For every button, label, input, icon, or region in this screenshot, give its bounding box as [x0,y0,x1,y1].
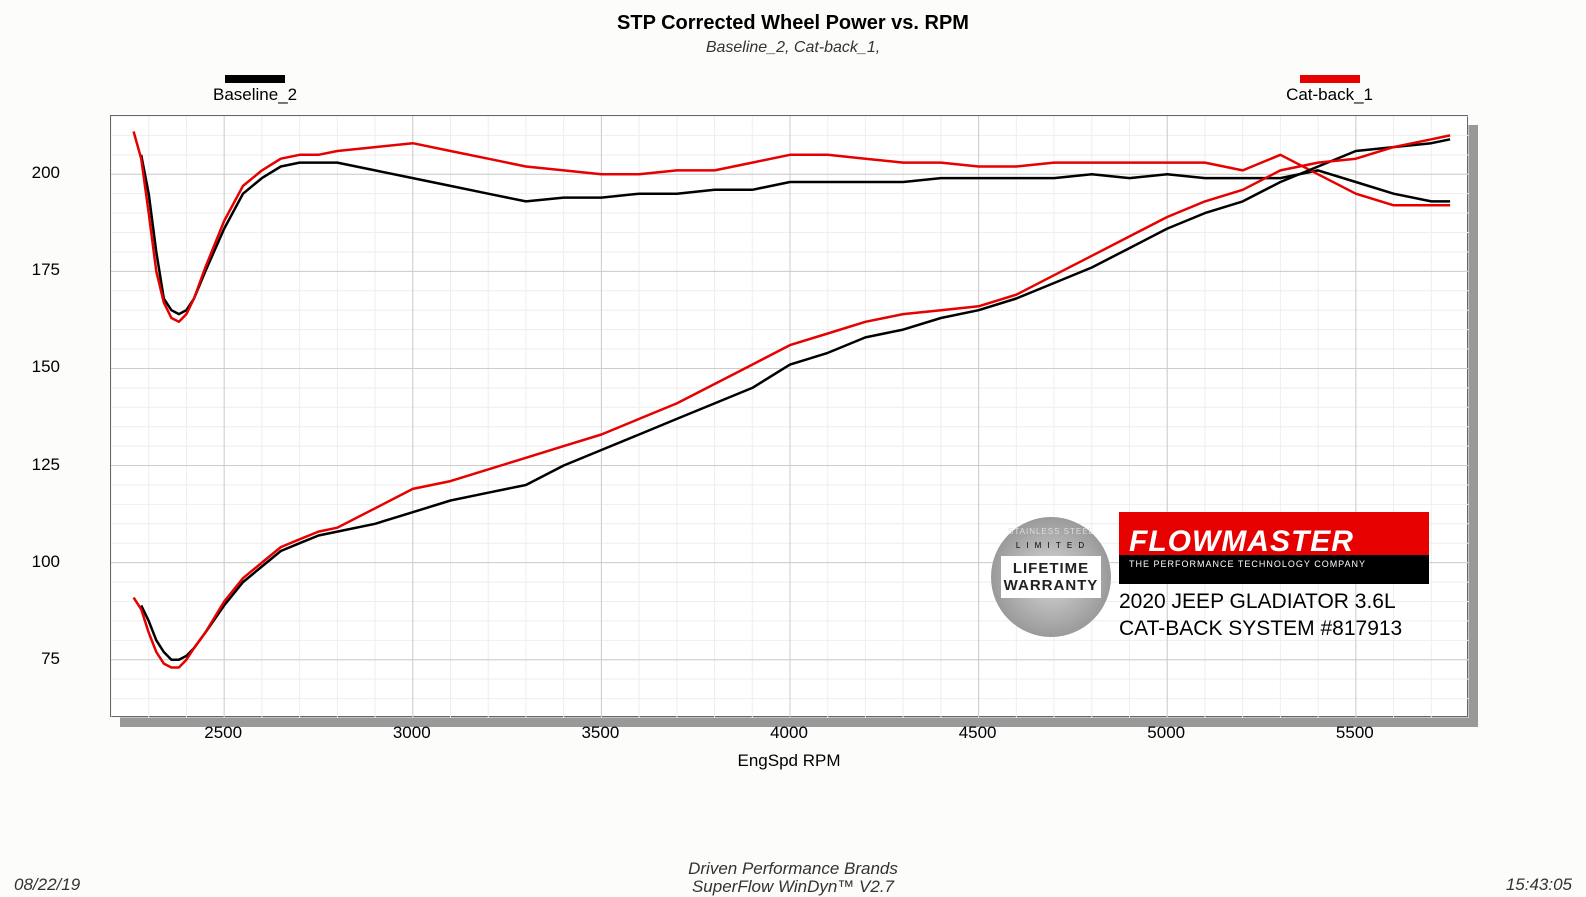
warranty-top-text: STAINLESS STEEL [991,527,1111,536]
legend-swatch-baseline [225,75,285,83]
footer-time: 15:43:05 [1506,875,1572,895]
flowmaster-tagline: THE PERFORMANCE TECHNOLOGY COMPANY [1129,559,1429,569]
y-tick-label: 75 [41,649,60,669]
y-tick-label: 175 [32,260,60,280]
vehicle-info: 2020 JEEP GLADIATOR 3.6L CAT-BACK SYSTEM… [1119,588,1429,643]
vehicle-line1: 2020 JEEP GLADIATOR 3.6L [1119,588,1429,615]
vehicle-line2: CAT-BACK SYSTEM #817913 [1119,615,1429,642]
legend: Baseline_2 Cat-back_1 [213,57,1373,111]
chart-subtitle: Baseline_2, Cat-back_1, [0,39,1586,57]
warranty-line1: LIFETIME [1013,560,1089,577]
legend-item-baseline: Baseline_2 [213,75,297,105]
x-tick-label: 2500 [204,723,242,743]
warranty-badge: STAINLESS STEEL L I M I T E D LIFETIME W… [991,517,1111,637]
footer-brand: Driven Performance Brands [0,859,1586,879]
legend-label-baseline: Baseline_2 [213,85,297,105]
x-tick-label: 3500 [581,723,619,743]
footer-software: SuperFlow WinDyn™ V2.7 [0,877,1586,897]
y-tick-label: 125 [32,455,60,475]
flowmaster-box: FLOWMASTER THE PERFORMANCE TECHNOLOGY CO… [1119,512,1429,643]
y-tick-label: 150 [32,357,60,377]
footer-date: 08/22/19 [14,875,80,895]
series-baseline-2-torque [141,155,1450,314]
y-tick-label: 100 [32,552,60,572]
legend-label-catback: Cat-back_1 [1286,85,1373,105]
x-tick-label: 5500 [1336,723,1374,743]
warranty-limited-text: L I M I T E D [991,541,1111,550]
flowmaster-logo: FLOWMASTER THE PERFORMANCE TECHNOLOGY CO… [1119,512,1429,584]
x-tick-label: 4000 [770,723,808,743]
x-tick-label: 5000 [1147,723,1185,743]
y-tick-label: 200 [32,163,60,183]
x-tick-label: 4500 [959,723,997,743]
x-tick-label: 3000 [393,723,431,743]
plot-area: STAINLESS STEEL L I M I T E D LIFETIME W… [110,115,1468,717]
flowmaster-brand: FLOWMASTER [1129,527,1429,557]
series-cat-back-1-torque [134,132,1451,322]
legend-item-catback: Cat-back_1 [1286,75,1373,105]
logo-block: STAINLESS STEEL L I M I T E D LIFETIME W… [991,512,1429,643]
chart-title: STP Corrected Wheel Power vs. RPM [0,0,1586,35]
x-axis-title: EngSpd RPM [110,751,1468,771]
legend-swatch-catback [1300,75,1360,83]
warranty-line2: WARRANTY [1004,577,1099,594]
